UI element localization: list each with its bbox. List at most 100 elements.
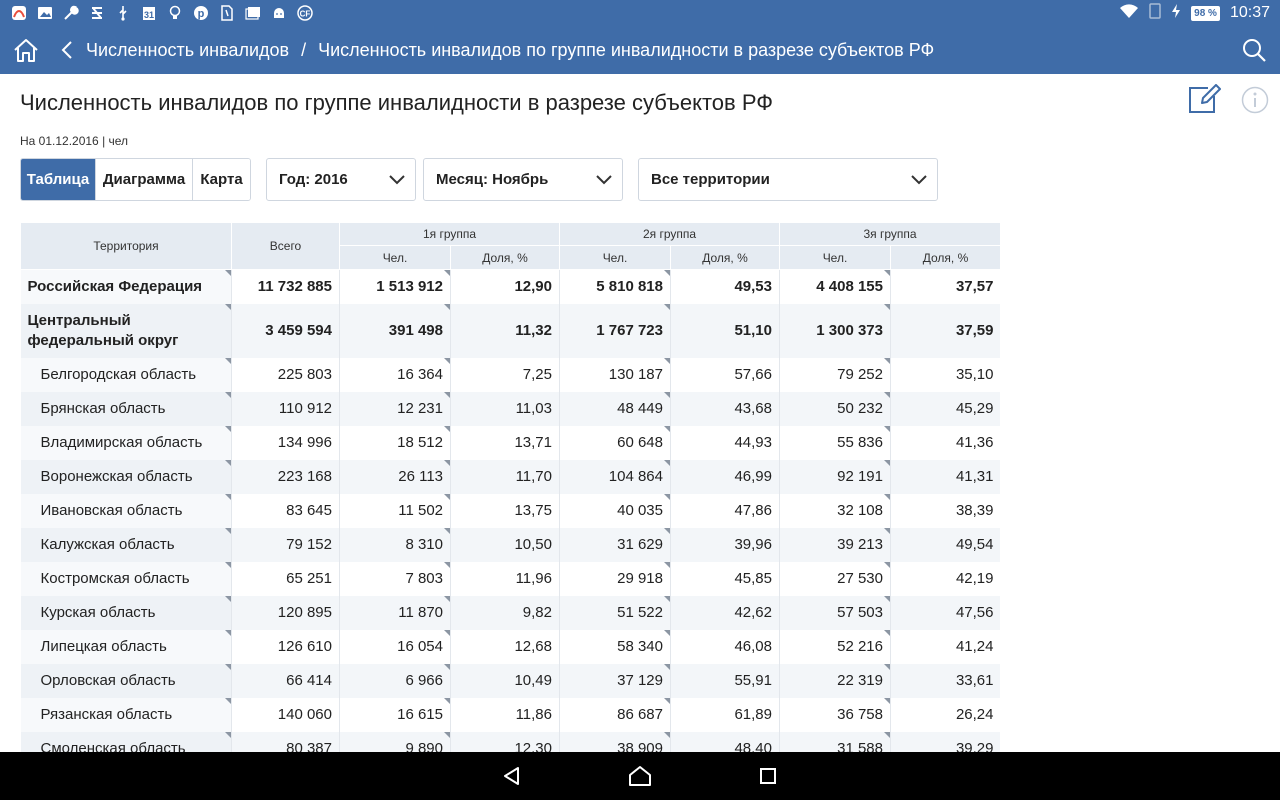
drilldown-marker-icon[interactable] [444, 731, 450, 738]
drilldown-marker-icon[interactable] [225, 663, 231, 670]
drilldown-marker-icon[interactable] [444, 303, 450, 310]
table-row[interactable]: Липецкая область 126 610 16 054 12,68 58 340… [20, 629, 1001, 664]
info-button[interactable] [1241, 86, 1269, 114]
drilldown-marker-icon[interactable] [664, 357, 670, 364]
drilldown-marker-icon[interactable] [664, 595, 670, 602]
header-group1-people[interactable]: Чел. [339, 245, 451, 270]
drilldown-marker-icon[interactable] [664, 493, 670, 500]
search-button[interactable] [1228, 26, 1280, 74]
header-group3-share[interactable]: Доля, % [890, 245, 1000, 270]
table-row[interactable]: Центральный федеральный округ 3 459 594 39… [20, 303, 1000, 358]
drilldown-marker-icon[interactable] [444, 425, 450, 432]
drilldown-marker-icon[interactable] [884, 391, 890, 398]
drilldown-marker-icon[interactable] [225, 697, 231, 704]
drilldown-marker-icon[interactable] [884, 527, 890, 534]
edit-button[interactable] [1188, 84, 1222, 114]
drilldown-marker-icon[interactable] [884, 357, 890, 364]
drilldown-marker-icon[interactable] [225, 270, 231, 276]
table-row[interactable]: Курская область 120 895 11 870 9,82 51 522 42… [20, 595, 1000, 630]
drilldown-marker-icon[interactable] [884, 561, 890, 568]
drilldown-marker-icon[interactable] [225, 629, 231, 636]
drilldown-marker-icon[interactable] [884, 270, 890, 276]
nav-back-button[interactable] [498, 762, 526, 790]
header-total[interactable]: Всего [231, 222, 340, 270]
drilldown-marker-icon[interactable] [225, 595, 231, 602]
table-row[interactable]: Рязанская область 140 060 16 615 11,86 86 68… [20, 697, 1001, 732]
drilldown-marker-icon[interactable] [884, 459, 890, 466]
drilldown-marker-icon[interactable] [884, 697, 890, 704]
back-button[interactable] [56, 26, 78, 74]
drilldown-marker-icon[interactable] [664, 425, 670, 432]
drilldown-marker-icon[interactable] [225, 493, 231, 500]
nav-home-button[interactable] [626, 762, 654, 790]
cell-group1-people: 1 513 912 [339, 269, 451, 304]
header-group3-people[interactable]: Чел. [779, 245, 891, 270]
drilldown-marker-icon[interactable] [884, 663, 890, 670]
drilldown-marker-icon[interactable] [664, 629, 670, 636]
drilldown-marker-icon[interactable] [444, 697, 450, 704]
cell-group2-share: 39,96 [670, 527, 780, 562]
table-row[interactable]: Смоленская область 80 387 9 890 12,30 38 909… [20, 731, 1000, 752]
drilldown-marker-icon[interactable] [664, 459, 670, 466]
drilldown-marker-icon[interactable] [444, 629, 450, 636]
drilldown-marker-icon[interactable] [444, 663, 450, 670]
table-row[interactable]: Владимирская область 134 996 18 512 13,71 60… [20, 425, 1001, 460]
recents-square-icon [760, 768, 776, 784]
territory-select[interactable]: Все территории [638, 158, 938, 201]
tab-map[interactable]: Карта [193, 159, 250, 200]
drilldown-marker-icon[interactable] [225, 425, 231, 432]
cell-group2-people: 60 648 [559, 425, 671, 460]
year-select[interactable]: Год: 2016 [266, 158, 416, 201]
drilldown-marker-icon[interactable] [225, 357, 231, 364]
header-group2-people[interactable]: Чел. [559, 245, 671, 270]
drilldown-marker-icon[interactable] [664, 561, 670, 568]
table-row[interactable]: Костромская область 65 251 7 803 11,96 29 91… [20, 561, 1001, 596]
table-row[interactable]: Брянская область 110 912 12 231 11,03 48 449… [20, 391, 1000, 426]
drilldown-marker-icon[interactable] [444, 391, 450, 398]
drilldown-marker-icon[interactable] [444, 493, 450, 500]
drilldown-marker-icon[interactable] [884, 493, 890, 500]
drilldown-marker-icon[interactable] [225, 731, 231, 738]
tab-chart[interactable]: Диаграмма [96, 159, 193, 200]
drilldown-marker-icon[interactable] [884, 425, 890, 432]
drilldown-marker-icon[interactable] [884, 303, 890, 310]
breadcrumb-parent[interactable]: Численность инвалидов [86, 39, 290, 60]
month-select[interactable]: Месяц: Ноябрь [423, 158, 623, 201]
drilldown-marker-icon[interactable] [884, 629, 890, 636]
table-row[interactable]: Ивановская область 83 645 11 502 13,75 40 03… [20, 493, 1001, 528]
drilldown-marker-icon[interactable] [664, 270, 670, 276]
drilldown-marker-icon[interactable] [444, 459, 450, 466]
drilldown-marker-icon[interactable] [664, 391, 670, 398]
drilldown-marker-icon[interactable] [444, 527, 450, 534]
table-row[interactable]: Орловская область 66 414 6 966 10,49 37 129 5… [20, 663, 1000, 698]
table-row[interactable]: Калужская область 79 152 8 310 10,50 31 629 3… [20, 527, 1000, 562]
drilldown-marker-icon[interactable] [664, 663, 670, 670]
cell-group3-people-value: 22 319 [837, 672, 883, 689]
drilldown-marker-icon[interactable] [444, 357, 450, 364]
header-territory[interactable]: Территория [20, 222, 232, 270]
home-button[interactable] [0, 26, 52, 74]
drilldown-marker-icon[interactable] [884, 595, 890, 602]
table-row[interactable]: Белгородская область 225 803 16 364 7,25 130… [20, 357, 1001, 392]
drilldown-marker-icon[interactable] [225, 527, 231, 534]
drilldown-marker-icon[interactable] [444, 270, 450, 276]
drilldown-marker-icon[interactable] [444, 561, 450, 568]
tab-table[interactable]: Таблица [21, 159, 96, 200]
drilldown-marker-icon[interactable] [664, 303, 670, 310]
drilldown-marker-icon[interactable] [225, 459, 231, 466]
drilldown-marker-icon[interactable] [664, 697, 670, 704]
drilldown-marker-icon[interactable] [884, 731, 890, 738]
data-table-container[interactable]: Территория Всего 1я группа 2я группа 3я … [20, 222, 1000, 752]
header-group1-share[interactable]: Доля, % [450, 245, 560, 270]
drilldown-marker-icon[interactable] [225, 303, 231, 310]
nav-recents-button[interactable] [754, 762, 782, 790]
drilldown-marker-icon[interactable] [664, 527, 670, 534]
drilldown-marker-icon[interactable] [444, 595, 450, 602]
header-group2-share[interactable]: Доля, % [670, 245, 780, 270]
drilldown-marker-icon[interactable] [225, 391, 231, 398]
cell-group1-share: 11,70 [450, 459, 560, 494]
drilldown-marker-icon[interactable] [664, 731, 670, 738]
table-row[interactable]: Российская Федерация 11 732 885 1 513 912 1… [20, 269, 1001, 304]
table-row[interactable]: Воронежская область 223 168 26 113 11,70 104… [20, 459, 1000, 494]
drilldown-marker-icon[interactable] [225, 561, 231, 568]
